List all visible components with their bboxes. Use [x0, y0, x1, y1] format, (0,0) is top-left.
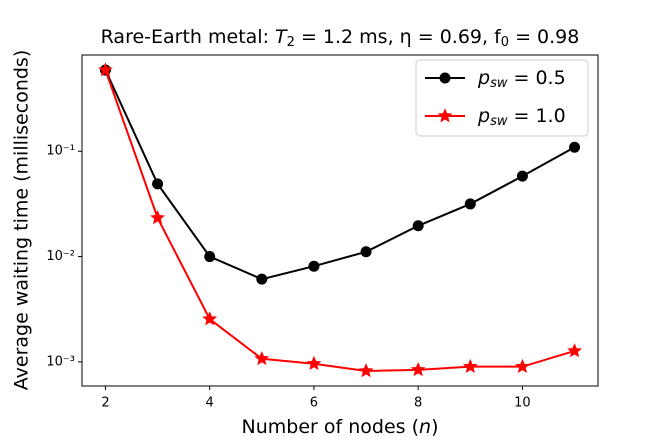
data-point	[306, 355, 322, 371]
data-point	[98, 62, 113, 77]
legend-label: psw = 0.5	[477, 67, 566, 91]
data-point	[204, 251, 216, 263]
chart-title: Rare-Earth metal: T2 = 1.2 ms, η = 0.69,…	[101, 26, 580, 50]
data-point	[462, 358, 478, 373]
data-point	[150, 210, 165, 225]
y-tick-label: 10⁻¹	[46, 144, 75, 159]
series-line	[104, 69, 575, 372]
legend-marker	[439, 72, 451, 84]
legend-label-part: sw	[490, 76, 508, 91]
legend-label-part: = 1.0	[507, 105, 565, 127]
series-line	[104, 69, 576, 281]
data-point	[516, 170, 528, 182]
data-point	[412, 220, 424, 232]
x-tick-label: 4	[206, 396, 214, 411]
y-tick-label: 10⁻²	[46, 249, 75, 264]
x-tick-label: 8	[414, 396, 422, 411]
data-point	[254, 350, 270, 366]
data-point	[567, 343, 582, 358]
legend-label-part: sw	[490, 114, 508, 129]
x-tick-label: 6	[310, 396, 318, 411]
y-axis-label: Average waiting time (milliseconds)	[11, 50, 33, 390]
data-point	[308, 260, 320, 272]
data-point	[256, 273, 268, 285]
plot-frame	[81, 54, 599, 387]
y-tick-label: 10⁻³	[46, 354, 75, 369]
legend-label-part: = 0.5	[507, 67, 565, 89]
data-point	[464, 198, 476, 210]
legend-label-part: p	[477, 67, 490, 89]
data-point	[360, 246, 372, 258]
data-point	[569, 141, 581, 153]
data-point	[152, 178, 164, 190]
x-tick-label: 10	[514, 396, 531, 411]
x-axis-label: Number of nodes (n)	[242, 416, 439, 438]
data-point	[515, 358, 530, 373]
legend-marker	[437, 108, 453, 123]
legend-label-part: p	[477, 105, 490, 127]
data-point	[202, 311, 218, 326]
data-point	[410, 362, 426, 377]
data-point	[358, 363, 374, 378]
legend-label: psw = 1.0	[477, 105, 566, 129]
x-tick-label: 2	[101, 396, 109, 411]
